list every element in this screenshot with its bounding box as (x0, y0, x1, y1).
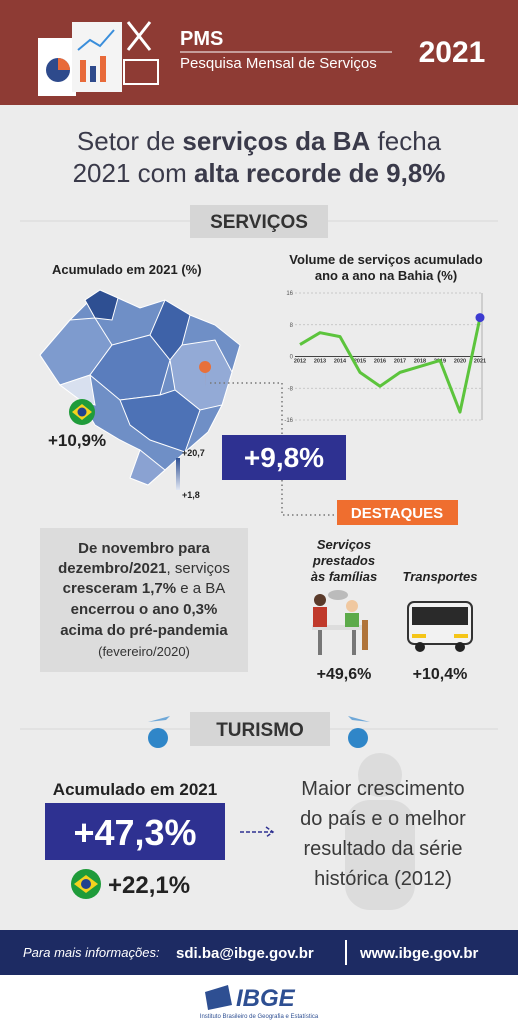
tourism-note: Maior crescimento do país e o melhor res… (300, 778, 466, 890)
bahia-value: +9,8% (244, 442, 324, 473)
globe-icons (148, 716, 370, 748)
x-tick-label: 2017 (394, 359, 406, 365)
x-tick-label: 2015 (354, 359, 366, 365)
families-label: às famílias (311, 569, 378, 584)
text: Setor de (77, 126, 183, 156)
headline: 2021 com alta recorde de 9,8% (73, 158, 446, 188)
text: De novembro para (78, 540, 210, 557)
footer-bar (0, 930, 518, 975)
x-tick-label: 2013 (314, 359, 326, 365)
logo-area (0, 975, 518, 1024)
bahia-pin (199, 361, 212, 388)
text: fecha (370, 126, 441, 156)
data-point (475, 313, 485, 323)
header-year: 2021 (419, 36, 486, 69)
note-line: (fevereiro/2020) (98, 644, 190, 659)
note-line: histórica (2012) (314, 868, 452, 890)
y-tick-label: 16 (286, 291, 293, 297)
highlight-labels: Serviços prestados às famílias Transport… (311, 537, 478, 584)
footer-info: Para mais informações: (23, 945, 160, 960)
tourism-bahia-value: +47,3% (73, 812, 196, 853)
families-label: prestados (312, 553, 375, 568)
note-line: do país e o melhor (300, 808, 466, 830)
legend-max: +20,7 (182, 448, 205, 458)
y-tick-label: 8 (290, 323, 294, 329)
highlights-box (337, 500, 458, 525)
chart-title: Volume de serviços acumulado (289, 252, 482, 267)
value-box (222, 435, 346, 480)
text: alta recorde de 9,8% (194, 158, 445, 188)
tourism-brazil-value: +22,1% (108, 872, 190, 899)
footer-site[interactable]: www.ibge.gov.br (359, 945, 479, 962)
footer-email[interactable]: sdi.ba@ibge.gov.br (176, 945, 314, 962)
brazil-map (39, 289, 241, 486)
y-tick-label: -8 (288, 386, 294, 392)
brazil-value: +10,9% (48, 431, 106, 450)
families-icon (312, 590, 368, 655)
families-label: Serviços (317, 537, 371, 552)
text: , serviços (167, 560, 230, 577)
bus-icon (407, 601, 473, 652)
tourism-label: Acumulado em 2021 (53, 780, 217, 799)
x-tick-label: 2021 (474, 359, 486, 365)
section-title: TURISMO (216, 720, 304, 741)
map-legend-bar (176, 458, 180, 490)
highlights-title: DESTAQUES (351, 505, 443, 522)
chart-title: ano a ano na Bahia (%) (315, 268, 457, 283)
y-tick-label: 0 (290, 355, 294, 361)
text: dezembro/2021 (58, 560, 166, 577)
x-tick-label: 2020 (454, 359, 466, 365)
note-line: De novembro para (78, 540, 210, 557)
connector (210, 382, 345, 516)
note-line: dezembro/2021, serviços (58, 560, 230, 577)
headline: Setor de serviços da BA fecha (77, 126, 442, 156)
arrow (240, 826, 275, 838)
note-line: Maior crescimento (301, 778, 464, 800)
x-tick-label: 2018 (414, 359, 426, 365)
note-line: acima do pré-pandemia (60, 622, 228, 639)
text: encerrou o ano 0,3% (71, 601, 218, 618)
header-subtitle: Pesquisa Mensal de Serviços (180, 55, 377, 72)
map-title: Acumulado em 2021 (%) (52, 262, 202, 277)
x-tick-label: 2016 (374, 359, 386, 365)
header-icons (38, 21, 159, 96)
section-box (190, 205, 328, 238)
text: cresceram 1,7% (63, 580, 176, 597)
logo-text: IBGE (236, 985, 296, 1012)
transport-value: +10,4% (413, 666, 468, 683)
text: acima do pré-pandemia (60, 622, 228, 639)
section-box (190, 712, 330, 746)
note-box (40, 528, 248, 672)
text: serviços da BA (182, 126, 370, 156)
x-tick-label: 2014 (334, 359, 347, 365)
y-tick-label: -16 (284, 418, 293, 424)
note-line: cresceram 1,7% e a BA (63, 580, 226, 597)
note-line: resultado da série (304, 838, 463, 860)
person-silhouette (345, 753, 415, 910)
note-line: encerrou o ano 0,3% (71, 601, 218, 618)
text: 2021 com (73, 158, 194, 188)
institute: Instituto Brasileiro de Geografia e Esta… (200, 1014, 319, 1020)
transport-label: Transportes (403, 569, 478, 584)
legend-min: +1,8 (182, 490, 200, 500)
families-value: +49,6% (317, 666, 372, 683)
brazil-flag (81, 879, 91, 889)
header-acronym: PMS (180, 28, 223, 50)
brazil-flag (77, 407, 87, 417)
text: e a BA (176, 580, 225, 597)
text: (fevereiro/2020) (98, 644, 190, 659)
note: De novembro para dezembro/2021, serviços… (58, 540, 230, 659)
data-line (299, 317, 482, 414)
logo-mark (205, 985, 232, 1010)
value-box (45, 803, 225, 860)
section-title: SERVIÇOS (210, 212, 308, 233)
x-tick-label: 2012 (294, 359, 306, 365)
